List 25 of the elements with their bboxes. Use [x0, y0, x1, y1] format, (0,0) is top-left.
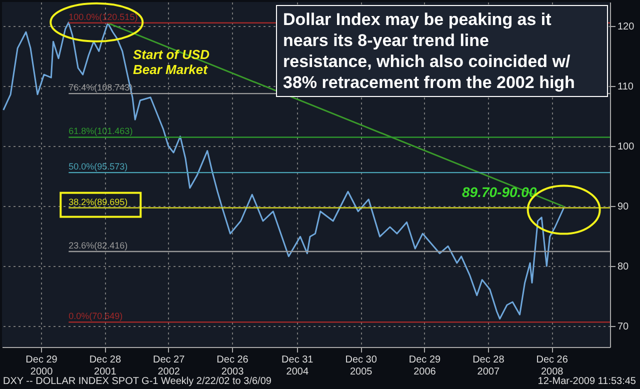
- y-tick-label: 110: [618, 82, 634, 92]
- x-tick-label: Dec 27 2002: [153, 354, 186, 378]
- x-tick-label: Dec 26 2008: [536, 354, 568, 378]
- x-tick-label: Dec 29 2000: [26, 354, 58, 378]
- ref-line-label: 50.0%(95.573): [68, 162, 128, 172]
- x-tick-label: Dec 26 2003: [216, 354, 249, 378]
- ref-line-label: 23.6%(82.416): [68, 240, 128, 251]
- y-tick-label: 80: [618, 262, 630, 272]
- ref-line-label: 38.2%(89.695): [68, 196, 128, 207]
- ref-line-label: 0.0%(70.649): [68, 311, 123, 322]
- x-tick-label: Dec 31 2004: [282, 354, 314, 378]
- y-tick-label: 100: [618, 142, 635, 152]
- y-tick-label: 120: [618, 22, 635, 32]
- x-tick-label: Dec 30 2005: [345, 354, 378, 378]
- ref-line-label: 100.0%(120.515): [68, 12, 138, 22]
- x-tick-label: Dec 28 2001: [89, 354, 122, 378]
- text: 12-Mar-2009 11:53:45: [538, 376, 636, 387]
- annotation: Dollar Index may be peaking as it nears its 8-year trend line resistance, which also coincided w/ 38% retracement from the 2002 high: [276, 5, 608, 97]
- ref-line-label: 61.8%(101.463): [68, 126, 133, 136]
- x-tick-label: Dec 28 2007: [472, 354, 505, 378]
- text: DXY -- DOLLAR INDEX SPOT G-1 Weekly 2/22/02 to 3/6/09: [3, 376, 272, 387]
- y-tick-label: 90: [618, 202, 630, 212]
- annotation: Start of USD Bear Market: [133, 47, 210, 77]
- y-tick-label: 70: [618, 322, 630, 332]
- x-tick-label: Dec 29 2006: [408, 354, 442, 378]
